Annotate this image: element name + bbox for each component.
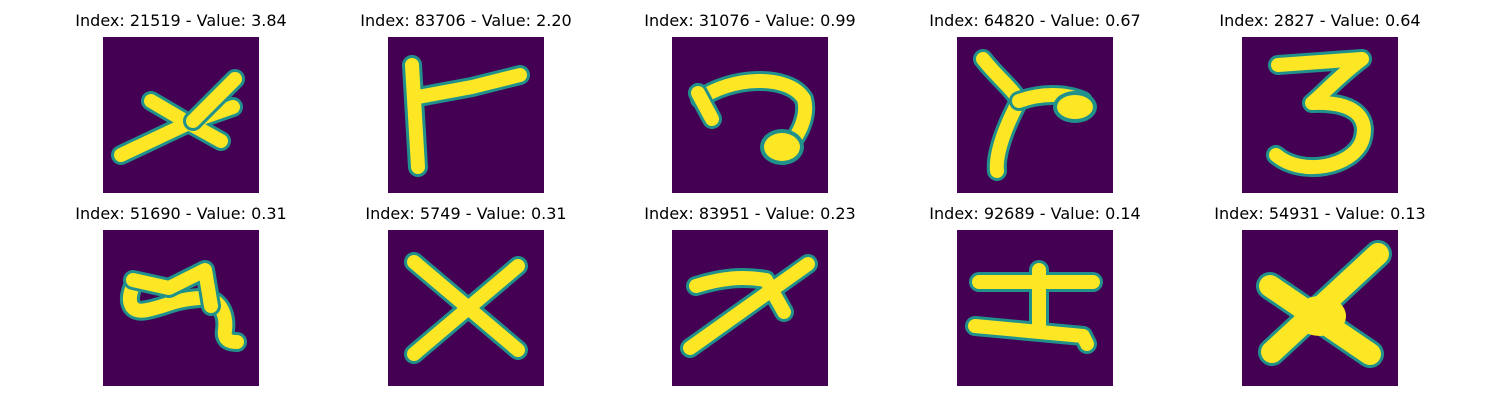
- digit-image: [1242, 230, 1398, 386]
- digit-image: [957, 230, 1113, 386]
- panel-title: Index: 54931 - Value: 0.13: [1214, 204, 1426, 223]
- digit-image: [103, 37, 259, 193]
- panel-title: Index: 31076 - Value: 0.99: [644, 11, 856, 30]
- panel-title: Index: 5749 - Value: 0.31: [365, 204, 567, 223]
- digit-image: [672, 230, 828, 386]
- panel-title: Index: 83706 - Value: 2.20: [360, 11, 572, 30]
- panel-title: Index: 51690 - Value: 0.31: [75, 204, 287, 223]
- panel-title: Index: 21519 - Value: 3.84: [75, 11, 287, 30]
- panel-title: Index: 64820 - Value: 0.67: [929, 11, 1141, 30]
- digit-image: [388, 37, 544, 193]
- panel-title: Index: 92689 - Value: 0.14: [929, 204, 1141, 223]
- panel-title: Index: 2827 - Value: 0.64: [1219, 11, 1421, 30]
- digit-image: [388, 230, 544, 386]
- panel-title: Index: 83951 - Value: 0.23: [644, 204, 856, 223]
- digit-image: [672, 37, 828, 193]
- digit-image: [957, 37, 1113, 193]
- digit-image: [1242, 37, 1398, 193]
- digit-image: [103, 230, 259, 386]
